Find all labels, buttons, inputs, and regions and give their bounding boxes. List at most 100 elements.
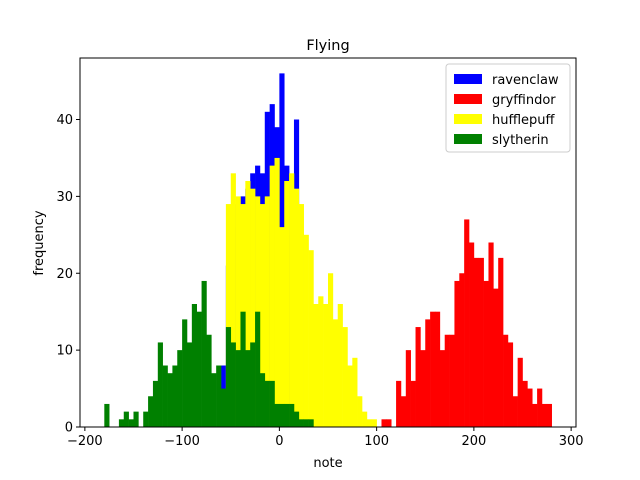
slytherin-bar: [250, 342, 256, 427]
hufflepuff-bar: [362, 411, 368, 428]
slytherin-bar: [289, 403, 295, 427]
legend-swatch-hufflepuff: [454, 114, 482, 124]
x-axis-ticks: −200 −100 0 100 200 300: [67, 427, 584, 449]
hufflepuff-bar: [337, 304, 343, 427]
y-tick-label: 10: [56, 344, 73, 359]
slytherin-bar: [196, 311, 202, 427]
slytherin-bar: [104, 403, 110, 427]
hufflepuff-bar: [328, 273, 334, 427]
gryffindor-bar: [512, 396, 518, 427]
slytherin-bar: [269, 380, 275, 428]
hufflepuff-bar: [323, 304, 329, 427]
gryffindor-bar: [522, 380, 528, 428]
gryffindor-bar: [459, 273, 465, 427]
slytherin-bar: [303, 419, 309, 427]
slytherin-bar: [172, 365, 178, 427]
x-tick-label: 0: [275, 434, 283, 449]
hufflepuff-bar: [225, 204, 232, 427]
hufflepuff-bar: [259, 204, 266, 427]
gryffindor-bar: [469, 242, 475, 427]
slytherin-bar: [264, 380, 270, 428]
slytherin-bar: [240, 311, 246, 427]
slytherin-bar: [143, 411, 149, 428]
slytherin-bar: [133, 411, 139, 428]
slytherin-bar: [293, 411, 300, 428]
hufflepuff-bar: [303, 234, 309, 427]
hufflepuff-bar: [264, 196, 270, 428]
axes-frame: [79, 57, 577, 428]
gryffindor-bar: [439, 350, 445, 428]
slytherin-bar: [298, 419, 304, 427]
x-tick-label: 100: [364, 434, 389, 449]
y-tick-label: 20: [56, 267, 73, 282]
x-tick-label: −200: [67, 434, 103, 449]
gryffindor-bar: [532, 403, 538, 427]
gryffindor-bar: [464, 219, 470, 427]
x-tick-label: 200: [461, 434, 486, 449]
gryffindor-bar: [541, 403, 548, 427]
hufflepuff-bar: [308, 250, 314, 427]
gryffindor-bar: [537, 388, 543, 427]
slytherin-bar: [211, 373, 217, 427]
slytherin-bar: [123, 411, 129, 428]
legend-label-hufflepuff: hufflepuff: [492, 113, 556, 128]
legend: ravenclaw gryffindor hufflepuff slytherin: [445, 63, 571, 153]
gryffindor-bar: [430, 311, 436, 427]
hufflepuff-bar: [347, 365, 353, 427]
gryffindor-bar: [444, 334, 450, 427]
hufflepuff-bar: [313, 304, 319, 427]
hufflepuff-bar: [332, 319, 339, 428]
hufflepuff-bar: [284, 181, 290, 427]
hufflepuff-bar: [230, 173, 236, 427]
slytherin-bar: [284, 403, 290, 427]
slytherin-bar: [255, 311, 261, 427]
hufflepuff-bar: [318, 296, 324, 427]
y-axis-ticks: 0 10 20 30 40: [56, 113, 80, 436]
hufflepuff-bar: [289, 173, 295, 427]
x-axis-label: note: [313, 456, 342, 471]
hufflepuff-bar: [235, 196, 241, 428]
gryffindor-bar: [386, 419, 392, 427]
gryffindor-bar: [410, 380, 416, 428]
slytherin-bar: [230, 342, 236, 427]
x-tick-label: −100: [164, 434, 200, 449]
hufflepuff-bar: [279, 227, 285, 428]
gryffindor-bar: [454, 280, 460, 427]
legend-swatch-slytherin: [454, 134, 482, 144]
y-tick-label: 30: [56, 190, 73, 205]
slytherin-bar: [235, 350, 241, 428]
slytherin-bar: [162, 365, 168, 427]
gryffindor-bar: [415, 327, 421, 427]
slytherin-bar: [148, 396, 154, 427]
slytherin-bar: [177, 350, 183, 428]
slytherin-bar: [225, 327, 232, 427]
gryffindor-bar: [396, 380, 402, 428]
slytherin-bar: [186, 342, 193, 427]
series-hufflepuff: [225, 157, 377, 428]
gryffindor-bar: [400, 396, 407, 427]
slytherin-bar: [152, 380, 159, 428]
bars-layer: [104, 73, 552, 428]
hufflepuff-bar: [250, 188, 256, 427]
gryffindor-bar: [425, 319, 431, 428]
slytherin-bar: [259, 373, 266, 427]
y-tick-label: 40: [56, 113, 73, 128]
slytherin-bar: [167, 373, 173, 427]
slytherin-bar: [157, 342, 163, 427]
gryffindor-bar: [478, 257, 484, 428]
gryffindor-bar: [507, 342, 514, 427]
series-slytherin: [104, 280, 314, 428]
slytherin-bar: [201, 280, 207, 427]
hufflepuff-bar: [269, 165, 275, 428]
slytherin-bar: [128, 419, 134, 427]
hufflepuff-bar: [366, 419, 373, 427]
series-gryffindor: [381, 219, 552, 428]
slytherin-bar: [118, 419, 125, 427]
legend-label-ravenclaw: ravenclaw: [492, 73, 559, 88]
legend-box: [445, 63, 571, 153]
gryffindor-bar: [405, 350, 411, 428]
legend-swatch-gryffindor: [454, 94, 482, 104]
hufflepuff-bar: [357, 396, 363, 427]
slytherin-bar: [221, 388, 227, 427]
